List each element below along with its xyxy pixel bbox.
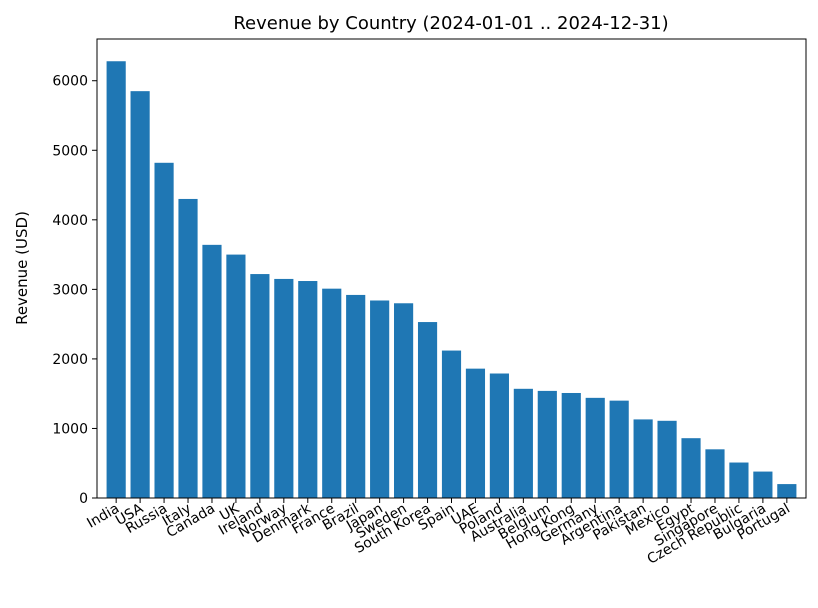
y-tick-label: 2000 — [52, 352, 88, 368]
bar-portugal — [777, 484, 797, 498]
y-tick-label: 3000 — [52, 282, 88, 298]
y-tick-label: 5000 — [52, 143, 88, 159]
y-tick-label: 1000 — [52, 421, 88, 437]
bar-poland — [489, 373, 509, 498]
bar-norway — [274, 278, 294, 498]
y-axis-label: Revenue (USD) — [13, 211, 31, 325]
bars-group — [106, 61, 797, 499]
bar-brazil — [346, 294, 366, 498]
bar-japan — [370, 300, 390, 498]
bar-belgium — [537, 390, 557, 498]
bar-egypt — [681, 438, 701, 498]
bar-czech-republic — [729, 462, 749, 498]
y-tick-label: 4000 — [52, 213, 88, 229]
bar-pakistan — [633, 419, 653, 498]
bar-australia — [513, 388, 533, 498]
bar-russia — [154, 162, 174, 499]
bar-ireland — [250, 274, 270, 498]
bar-singapore — [705, 449, 725, 498]
bar-bulgaria — [753, 471, 773, 498]
bar-usa — [130, 91, 150, 498]
bar-mexico — [657, 420, 677, 498]
chart-title: Revenue by Country (2024-01-01 .. 2024-1… — [233, 13, 668, 34]
bar-argentina — [609, 400, 629, 498]
y-axis-ticks: 0 1000 2000 3000 4000 5000 6000 — [52, 74, 97, 507]
bar-denmark — [298, 281, 318, 498]
bar-canada — [202, 244, 222, 498]
bar-italy — [178, 198, 198, 498]
plot-frame — [96, 38, 807, 499]
bar-sweden — [394, 303, 414, 498]
bar-hong-kong — [561, 392, 581, 498]
bar-france — [322, 288, 342, 498]
y-tick-label: 6000 — [52, 74, 88, 90]
bar-uae — [465, 368, 486, 498]
bar-spain — [441, 350, 462, 498]
bar-uk — [226, 254, 246, 498]
bar-germany — [585, 397, 605, 498]
y-tick-label: 0 — [79, 491, 88, 507]
bar-south-korea — [417, 322, 438, 498]
bar-india — [106, 61, 126, 498]
